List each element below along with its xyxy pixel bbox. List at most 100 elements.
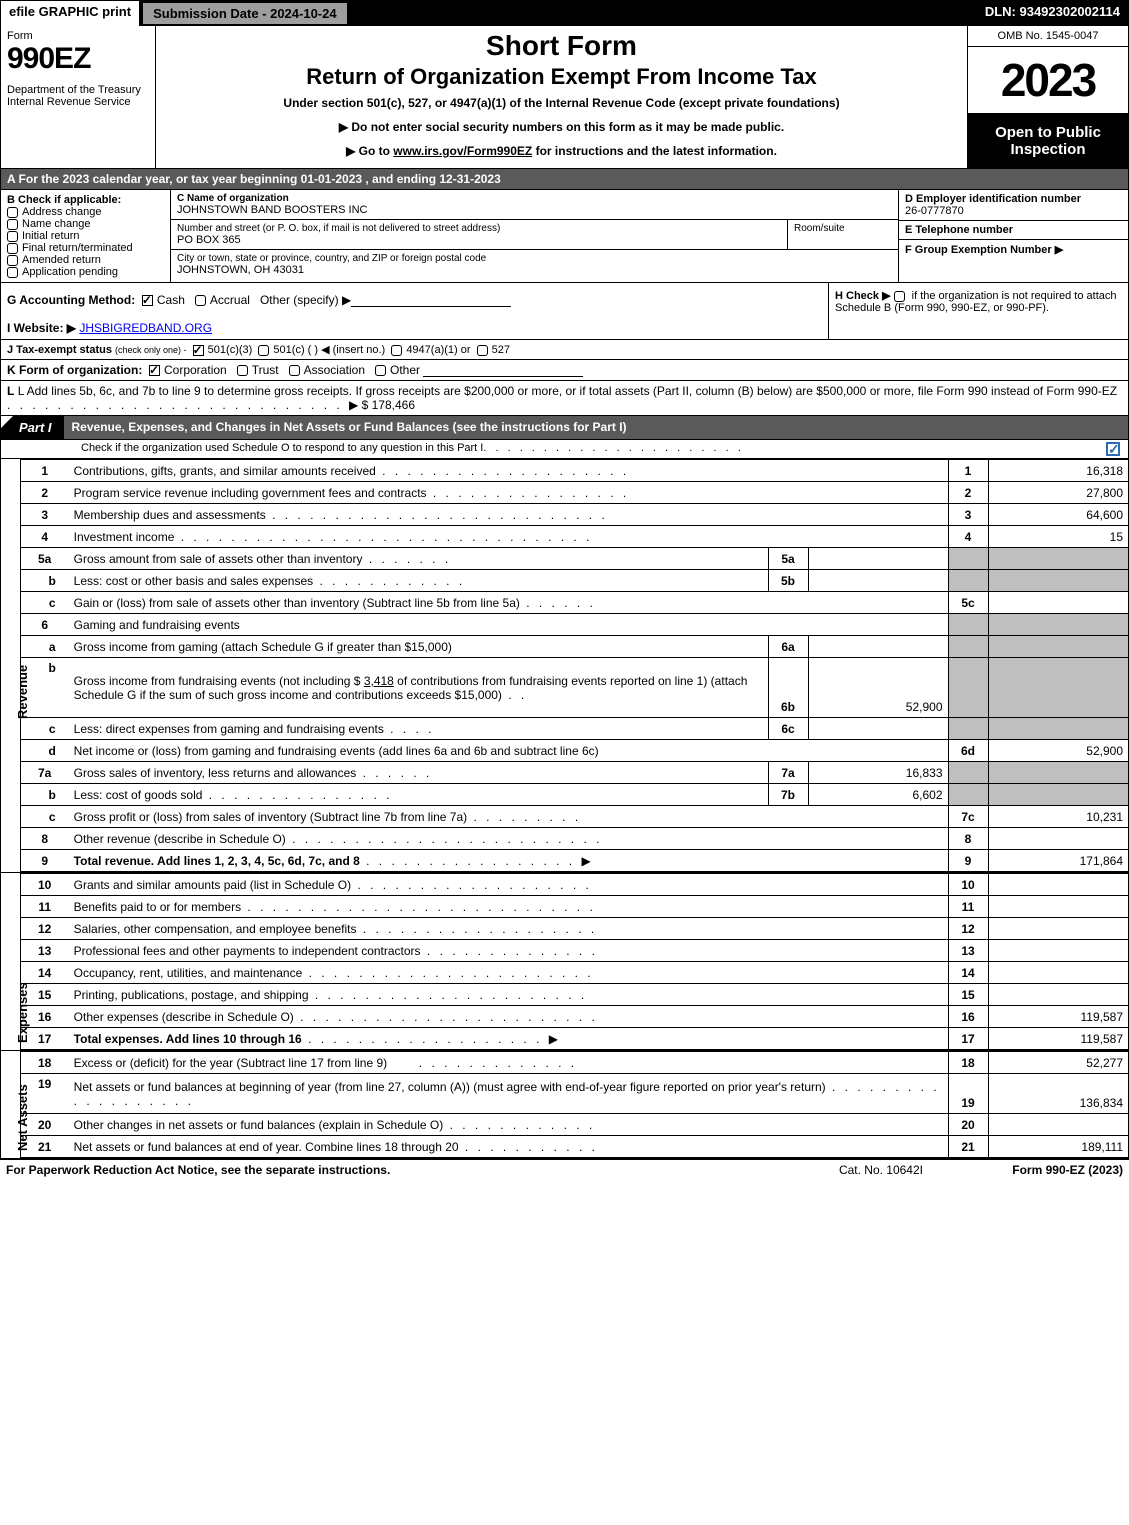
- chk-final-return[interactable]: Final return/terminated: [7, 242, 164, 254]
- chk-527[interactable]: [477, 345, 488, 356]
- grey: [948, 784, 988, 806]
- j-opt2: 501(c) ( ) ◀ (insert no.): [273, 344, 385, 356]
- line-1: 1Contributions, gifts, grants, and simil…: [21, 460, 1128, 482]
- chk-label: Initial return: [22, 230, 79, 242]
- chk-cash[interactable]: [142, 295, 153, 306]
- row-l-gross-receipts: L L Add lines 5b, 6c, and 7b to line 9 t…: [1, 381, 1128, 416]
- grey: [948, 636, 988, 658]
- chk-name-change[interactable]: Name change: [7, 218, 164, 230]
- num: 19: [948, 1074, 988, 1114]
- chk-trust[interactable]: [237, 365, 248, 376]
- ln: 11: [21, 896, 69, 918]
- amt: [988, 940, 1128, 962]
- ln: c: [21, 806, 69, 828]
- desc: Net assets or fund balances at beginning…: [74, 1080, 826, 1094]
- row-j-tax-status: J Tax-exempt status (check only one) - 5…: [1, 340, 1128, 360]
- l-dots: . . . . . . . . . . . . . . . . . . . . …: [7, 398, 349, 412]
- col-g-accounting: G Accounting Method: Cash Accrual Other …: [1, 283, 828, 339]
- midval: [808, 636, 948, 658]
- amt: 136,834: [988, 1074, 1128, 1114]
- desc: Contributions, gifts, grants, and simila…: [74, 464, 376, 478]
- g-cash: Cash: [157, 293, 185, 307]
- dln-label: DLN: 93492302002114: [977, 1, 1128, 26]
- ln: 3: [21, 504, 69, 526]
- mid: 5a: [768, 548, 808, 570]
- chk-4947[interactable]: [391, 345, 402, 356]
- col-c-org-info: C Name of organization JOHNSTOWN BAND BO…: [171, 190, 898, 282]
- street-value: PO BOX 365: [177, 234, 781, 246]
- num: 18: [948, 1052, 988, 1074]
- mid: 6b: [768, 658, 808, 718]
- chk-application-pending[interactable]: Application pending: [7, 266, 164, 278]
- line-5a: 5aGross amount from sale of assets other…: [21, 548, 1128, 570]
- ln: b: [21, 570, 69, 592]
- grey: [948, 762, 988, 784]
- topbar-spacer: [349, 1, 977, 26]
- part-1-header: Part I Revenue, Expenses, and Changes in…: [1, 416, 1128, 440]
- desc: Gross profit or (loss) from sales of inv…: [74, 810, 467, 824]
- num: 11: [948, 896, 988, 918]
- chk-501c[interactable]: [258, 345, 269, 356]
- irs-link[interactable]: www.irs.gov/Form990EZ: [393, 144, 532, 158]
- chk-other-org[interactable]: [375, 365, 386, 376]
- grey: [988, 762, 1128, 784]
- top-bar: efile GRAPHIC print Submission Date - 20…: [1, 1, 1128, 26]
- amt: [988, 1114, 1128, 1136]
- form-number: 990EZ: [7, 42, 149, 76]
- ln: c: [21, 592, 69, 614]
- desc: Less: direct expenses from gaming and fu…: [74, 722, 384, 736]
- num: 21: [948, 1136, 988, 1158]
- desc: Grants and similar amounts paid (list in…: [74, 878, 351, 892]
- netassets-tab: Net Assets: [1, 1051, 21, 1158]
- tax-year: 2023: [968, 47, 1128, 114]
- grey: [948, 614, 988, 636]
- chk-schedule-o[interactable]: [1106, 442, 1120, 456]
- chk-accrual[interactable]: [195, 295, 206, 306]
- efile-print-label[interactable]: efile GRAPHIC print: [1, 1, 141, 26]
- website-link[interactable]: JHSBIGREDBAND.ORG: [79, 321, 212, 335]
- chk-501c3[interactable]: [193, 345, 204, 356]
- ln: c: [21, 718, 69, 740]
- chk-address-change[interactable]: Address change: [7, 206, 164, 218]
- midval: [808, 570, 948, 592]
- line-9: 9Total revenue. Add lines 1, 2, 3, 4, 5c…: [21, 850, 1128, 872]
- desc: Gross income from fundraising events (no…: [74, 674, 364, 688]
- l-amount: ▶ $ 178,466: [349, 398, 415, 412]
- grey: [948, 718, 988, 740]
- num: 16: [948, 1006, 988, 1028]
- grey: [988, 718, 1128, 740]
- ln: 18: [21, 1052, 69, 1074]
- num: 8: [948, 828, 988, 850]
- num: 6d: [948, 740, 988, 762]
- amt: [988, 592, 1128, 614]
- grey: [948, 658, 988, 718]
- line-7b: bLess: cost of goods sold . . . . . . . …: [21, 784, 1128, 806]
- ln: 12: [21, 918, 69, 940]
- label-ein: D Employer identification number: [905, 193, 1122, 205]
- line-17: 17Total expenses. Add lines 10 through 1…: [21, 1028, 1128, 1050]
- chk-corporation[interactable]: [149, 365, 160, 376]
- line-8: 8Other revenue (describe in Schedule O) …: [21, 828, 1128, 850]
- cell-street: Number and street (or P. O. box, if mail…: [171, 220, 788, 249]
- instr-1: ▶ Do not enter social security numbers o…: [164, 120, 959, 134]
- chk-h[interactable]: [894, 291, 905, 302]
- j-sub: (check only one) -: [115, 345, 187, 355]
- k-other-blank: [423, 365, 583, 377]
- chk-amended-return[interactable]: Amended return: [7, 254, 164, 266]
- line-15: 15Printing, publications, postage, and s…: [21, 984, 1128, 1006]
- chk-association[interactable]: [289, 365, 300, 376]
- label-org-name: C Name of organization: [177, 193, 892, 204]
- row-k-form-org: K Form of organization: Corporation Trus…: [1, 360, 1128, 381]
- desc-u: 3,418: [364, 674, 394, 688]
- midval: 16,833: [808, 762, 948, 784]
- midval: 52,900: [808, 658, 948, 718]
- num: 9: [948, 850, 988, 872]
- chk-initial-return[interactable]: Initial return: [7, 230, 164, 242]
- grey: [988, 614, 1128, 636]
- ln: 5a: [21, 548, 69, 570]
- amt: [988, 828, 1128, 850]
- desc: Printing, publications, postage, and shi…: [74, 988, 309, 1002]
- amt: [988, 918, 1128, 940]
- cell-room: Room/suite: [788, 220, 898, 249]
- h-label: H Check ▶: [835, 290, 894, 302]
